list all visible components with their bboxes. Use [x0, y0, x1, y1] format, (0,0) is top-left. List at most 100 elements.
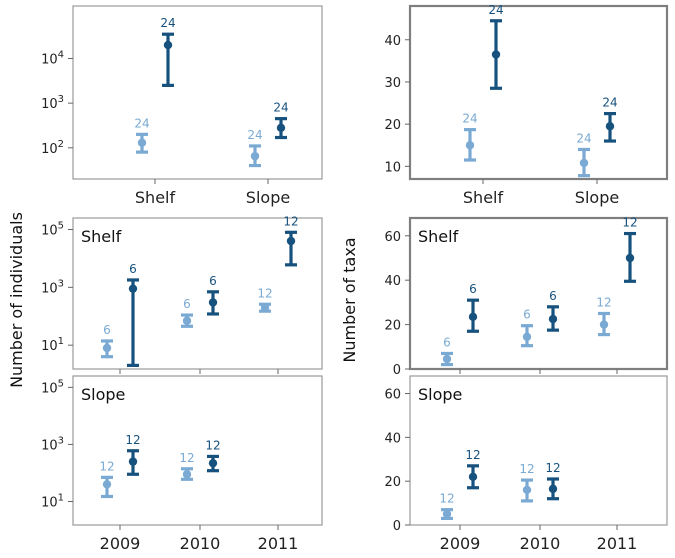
sample-size-label: 6 — [103, 323, 111, 337]
x-category-label: 2010 — [520, 534, 561, 553]
data-point-light: 12 — [179, 451, 195, 481]
panel-frame — [72, 5, 323, 180]
y-tick-label: 60 — [384, 230, 401, 245]
mean-marker — [522, 332, 532, 342]
mean-marker — [465, 141, 475, 150]
data-point-light: 24 — [247, 128, 263, 168]
mean-marker — [276, 123, 286, 133]
data-point-light: 6 — [101, 323, 113, 359]
y-tick-label: 101 — [41, 492, 64, 510]
data-point-light: 24 — [134, 116, 150, 154]
mean-marker — [468, 472, 478, 481]
sample-size-label: 24 — [160, 16, 175, 30]
x-category-label: Shelf — [463, 188, 504, 207]
y-tick-label: 30 — [384, 76, 401, 91]
data-point-dark: 6 — [207, 274, 219, 316]
mean-marker — [442, 354, 452, 364]
data-point-light: 12 — [257, 286, 273, 313]
data-point-dark: 24 — [488, 3, 504, 90]
mean-marker — [208, 298, 218, 307]
data-point-light: 6 — [181, 297, 193, 328]
y-tick-label: 103 — [41, 435, 64, 453]
sample-size-label: 12 — [257, 286, 272, 300]
x-category-label: Shelf — [135, 188, 176, 207]
panel-a: 102 103 104 Shelf Slope 24 24 24 24 — [41, 5, 323, 207]
y-tick-label: 40 — [384, 431, 401, 446]
data-point-dark: 12 — [545, 461, 561, 501]
data-point-dark: 12 — [622, 216, 638, 283]
panel-frame — [408, 4, 669, 181]
sample-size-label: 12 — [99, 459, 114, 473]
sample-size-label: 12 — [205, 438, 220, 452]
sample-size-label: 24 — [576, 131, 591, 145]
data-point-light: 24 — [576, 131, 592, 178]
data-point-light: 12 — [519, 462, 535, 503]
data-point-light: 6 — [521, 308, 533, 348]
sample-size-label: 12 — [125, 433, 140, 447]
panel-frame — [409, 375, 668, 526]
sample-size-label: 12 — [519, 462, 534, 476]
y-tick-label: 10 — [384, 160, 401, 175]
y-tick-label: 105 — [41, 378, 64, 396]
mean-marker — [102, 343, 112, 353]
data-point-dark: 6 — [547, 289, 559, 332]
x-category-label: Slope — [246, 188, 290, 207]
y-tick-label: 105 — [41, 221, 64, 239]
panel-f: Slope 0 20 40 60 2009 2010 2011 12 12 12 12 — [384, 375, 668, 553]
sample-size-label: 6 — [523, 308, 531, 322]
data-point-light: 24 — [462, 112, 478, 162]
x-category-label: 2011 — [258, 534, 299, 553]
y-tick-label: 20 — [384, 118, 401, 133]
y-tick-label: 103 — [41, 94, 64, 112]
sample-size-label: 24 — [462, 112, 477, 126]
sample-size-label: 12 — [596, 295, 611, 309]
sample-size-label: 6 — [129, 262, 137, 276]
data-point-dark: 24 — [602, 96, 618, 143]
data-point-dark: 6 — [467, 282, 479, 333]
y-tick-label: 101 — [41, 336, 64, 354]
left-y-axis-label: Number of individuals — [7, 212, 26, 388]
panel-frame — [408, 216, 669, 371]
panel-label: Slope — [81, 385, 125, 404]
sample-size-label: 6 — [183, 297, 191, 311]
mean-marker — [579, 158, 589, 168]
x-category-label: 2011 — [597, 534, 638, 553]
mean-marker — [286, 236, 296, 246]
mean-marker — [491, 50, 501, 59]
mean-marker — [102, 480, 112, 489]
x-category-label: 2009 — [440, 534, 481, 553]
y-tick-label: 60 — [384, 388, 401, 403]
mean-marker — [442, 509, 452, 519]
sample-size-label: 24 — [134, 116, 149, 130]
x-category-label: Slope — [575, 188, 619, 207]
mean-marker — [128, 284, 138, 293]
data-point-dark: 6 — [127, 262, 139, 367]
mean-marker — [208, 458, 218, 468]
sample-size-label: 12 — [545, 461, 560, 475]
panel-d: Shelf 0 20 40 60 6 6 6 6 12 12 — [384, 216, 669, 378]
mean-marker — [468, 312, 478, 322]
mean-marker — [128, 457, 138, 466]
y-tick-label: 102 — [41, 139, 64, 157]
data-point-dark: 12 — [205, 438, 221, 473]
mean-marker — [605, 122, 615, 131]
mean-marker — [250, 151, 260, 161]
data-point-dark: 12 — [125, 433, 141, 476]
data-point-light: 12 — [99, 459, 115, 499]
sample-size-label: 24 — [602, 96, 617, 110]
mean-marker — [599, 320, 609, 329]
data-point-light: 12 — [439, 492, 455, 521]
panel-label: Shelf — [81, 227, 122, 246]
mean-marker — [182, 316, 192, 325]
sample-size-label: 24 — [247, 128, 262, 142]
data-point-dark: 12 — [283, 214, 299, 267]
sample-size-label: 12 — [465, 448, 480, 462]
mean-marker — [548, 314, 558, 324]
data-point-light: 6 — [441, 335, 453, 367]
y-tick-label: 0 — [393, 519, 401, 534]
sample-size-label: 12 — [622, 216, 637, 230]
data-point-dark: 24 — [160, 16, 176, 87]
y-tick-label: 103 — [41, 278, 64, 296]
data-point-light: 12 — [596, 295, 612, 337]
